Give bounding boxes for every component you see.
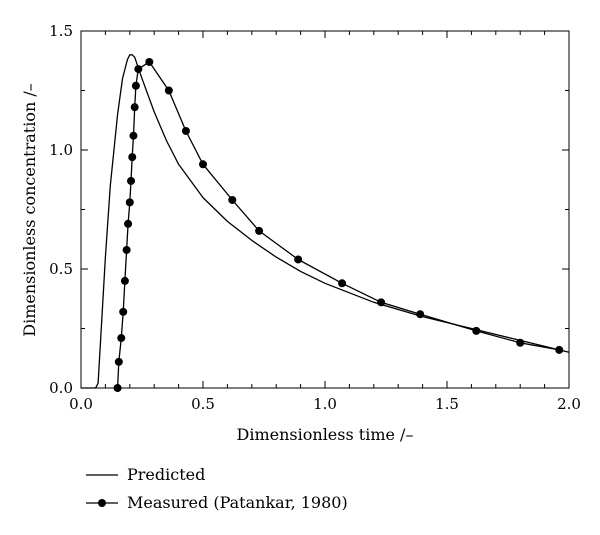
measured-point: [228, 195, 237, 204]
measured-point: [416, 310, 425, 319]
measured-point: [130, 103, 139, 112]
measured-point: [134, 65, 143, 74]
measured-point: [128, 153, 137, 162]
legend-measured-label: Measured (Patankar, 1980): [127, 493, 348, 512]
measured-point: [145, 57, 154, 66]
measured-point: [472, 326, 481, 335]
measured-point: [338, 279, 347, 288]
legend-measured-marker: [98, 499, 106, 507]
measured-point: [377, 298, 386, 307]
measured-line: [116, 61, 560, 389]
legend: Predicted Measured (Patankar, 1980): [86, 465, 348, 512]
y-axis-title: Dimensionless concentration /–: [20, 83, 39, 336]
measured-point: [127, 176, 136, 185]
x-tick-label: 2.0: [557, 395, 581, 413]
series-layer: [81, 54, 570, 392]
y-tick-label: 0.0: [49, 379, 73, 397]
predicted-line: [81, 54, 570, 389]
x-tick-label: 0.5: [191, 395, 215, 413]
y-tick-label: 1.0: [49, 141, 73, 159]
measured-point: [555, 345, 564, 354]
measured-point: [255, 226, 264, 235]
measured-point: [113, 384, 122, 392]
measured-point: [125, 198, 134, 207]
measured-point: [131, 81, 140, 90]
measured-point: [129, 131, 138, 140]
axis-ticks: 0.0 0.5 1.0 1.5 2.0 0.0 0.5 1.0 1.5: [49, 22, 581, 413]
legend-predicted-label: Predicted: [127, 465, 205, 484]
measured-point: [114, 357, 123, 366]
y-tick-label: 1.5: [49, 22, 73, 40]
measured-point: [122, 245, 131, 254]
x-tick-label: 1.0: [313, 395, 337, 413]
measured-point: [294, 255, 303, 264]
measured-point: [117, 334, 126, 343]
x-tick-label: 0.0: [69, 395, 93, 413]
measured-point: [119, 307, 128, 316]
measured-point: [164, 86, 173, 95]
measured-point: [181, 126, 190, 135]
x-axis-title: Dimensionless time /–: [237, 425, 414, 444]
measured-point: [516, 338, 525, 347]
measured-point: [120, 276, 129, 285]
x-tick-label: 1.5: [435, 395, 459, 413]
measured-point: [124, 219, 133, 228]
y-tick-label: 0.5: [49, 260, 73, 278]
measured-point: [199, 160, 207, 169]
